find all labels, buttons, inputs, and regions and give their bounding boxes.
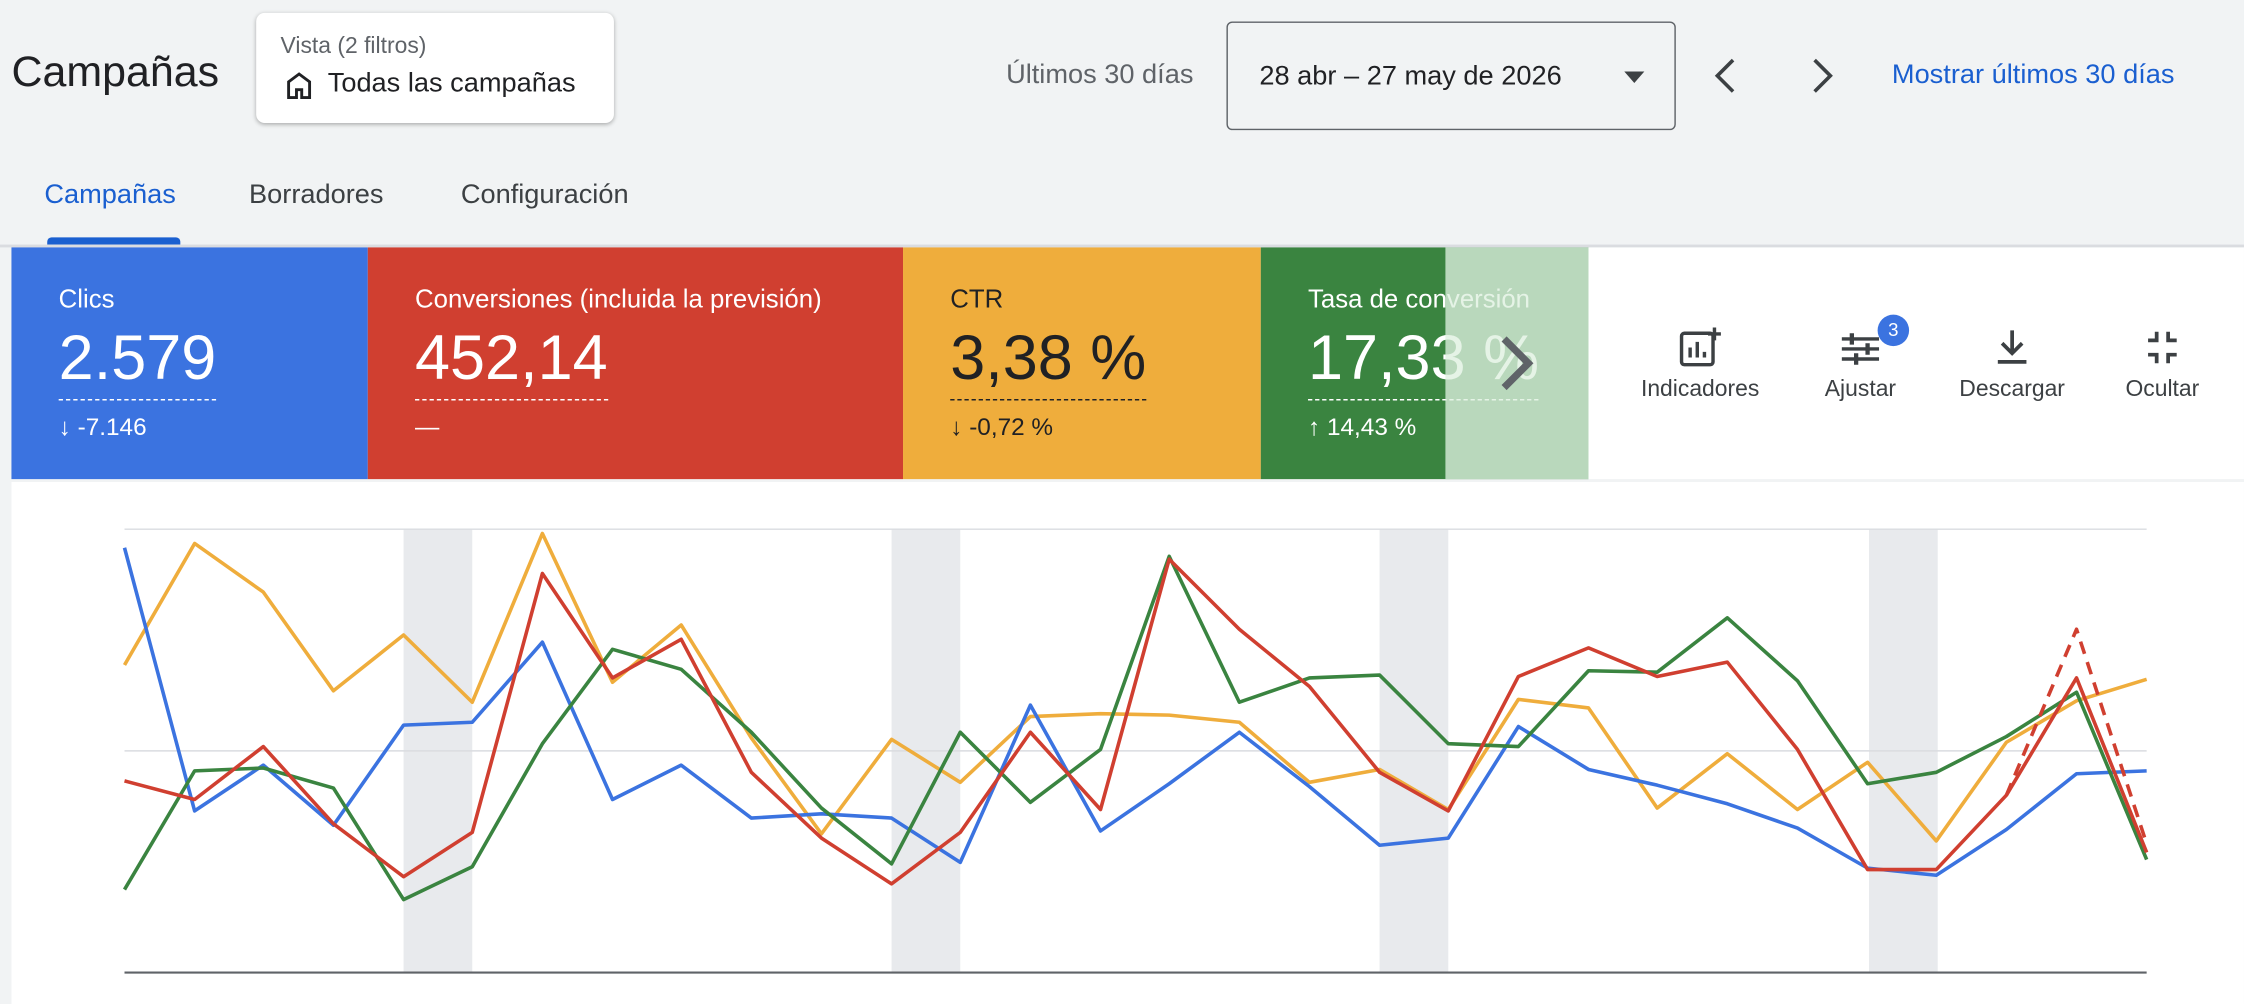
conversions-forecast-line	[2004, 627, 2149, 845]
badge: 3	[1877, 314, 1910, 347]
arrow-up: ↑	[1308, 413, 1327, 441]
dropdown-arrow	[1624, 71, 1645, 83]
conv-rate-line	[122, 554, 2149, 902]
indicators-icon	[1679, 327, 1721, 367]
scroll-overlay	[1445, 247, 1589, 480]
action-label: Ocultar	[2125, 377, 2200, 402]
metric-value: 452,14	[415, 324, 608, 401]
next-button[interactable]	[1807, 57, 1836, 94]
prev-button[interactable]	[1712, 57, 1741, 94]
view-label: Vista (2 filtros)	[280, 34, 427, 59]
metric-delta-row: ↑ 14,43 %	[1308, 413, 1416, 442]
metric-tile[interactable]: Clics 2.579 ↓ -7.146	[11, 247, 368, 480]
tab-indicator	[47, 237, 181, 245]
arrow-down: ↓	[950, 413, 970, 441]
page-title: Campañas	[11, 48, 220, 96]
download-icon	[1997, 330, 2027, 364]
range-label: Últimos 30 días	[1006, 60, 1194, 91]
arrow-down: ↓	[58, 413, 78, 441]
action[interactable]: Descargar	[1933, 326, 2090, 403]
metric-delta: —	[415, 413, 440, 441]
metric-delta-row: ↓ -7.146	[59, 413, 147, 442]
tab-divider	[0, 244, 2244, 248]
tab[interactable]: Borradores	[249, 180, 384, 211]
metric-label: CTR	[950, 284, 1004, 314]
view-card[interactable]: Vista (2 filtros) Todas las campañas	[256, 12, 614, 123]
action[interactable]: Ocultar	[2084, 326, 2241, 403]
metric-label: Clics	[58, 284, 115, 314]
tab[interactable]: Campañas	[44, 180, 176, 211]
date-range: 28 abr – 27 may de 2026	[1259, 61, 1562, 92]
action[interactable]: Indicadores	[1621, 326, 1778, 403]
metric-value: 3,38 %	[950, 324, 1147, 401]
metric-tile[interactable]: Conversiones (incluida la previsión) 452…	[367, 247, 904, 480]
conversions-line	[124, 557, 2149, 886]
action-label: Descargar	[1959, 377, 2065, 402]
building-icon	[287, 72, 312, 100]
scroll-right-button[interactable]	[1495, 333, 1538, 393]
metric-value: 2.579	[58, 324, 217, 401]
metric-label: Conversiones (incluida la previsión)	[415, 284, 822, 314]
metric-delta: -7.146	[77, 413, 147, 441]
tab[interactable]: Configuración	[460, 180, 629, 211]
date-picker[interactable]: 28 abr – 27 may de 2026	[1226, 21, 1676, 131]
metric-tile[interactable]: CTR 3,38 % ↓ -0,72 %	[903, 247, 1261, 480]
metric-delta-row: ↓ -0,72 %	[950, 413, 1053, 442]
metric-delta: 14,43 %	[1326, 413, 1417, 441]
action[interactable]: Ajustar 3	[1782, 314, 1939, 403]
action-label: Indicadores	[1640, 377, 1760, 402]
view-value: Todas las campañas	[327, 68, 576, 99]
ctr-line	[122, 531, 2148, 843]
collapse-icon	[2148, 331, 2177, 364]
chart	[11, 481, 2244, 1004]
adjust-icon	[1841, 333, 1880, 365]
clicks-line	[122, 547, 2147, 878]
action-label: Ajustar	[1824, 377, 1897, 402]
show-last-link[interactable]: Mostrar últimos 30 días	[1891, 60, 2175, 91]
metric-tile[interactable]: Tasa de conversión 17,33 % ↑ 14,43 %	[1260, 247, 1589, 480]
metric-delta: -0,72 %	[969, 413, 1054, 441]
